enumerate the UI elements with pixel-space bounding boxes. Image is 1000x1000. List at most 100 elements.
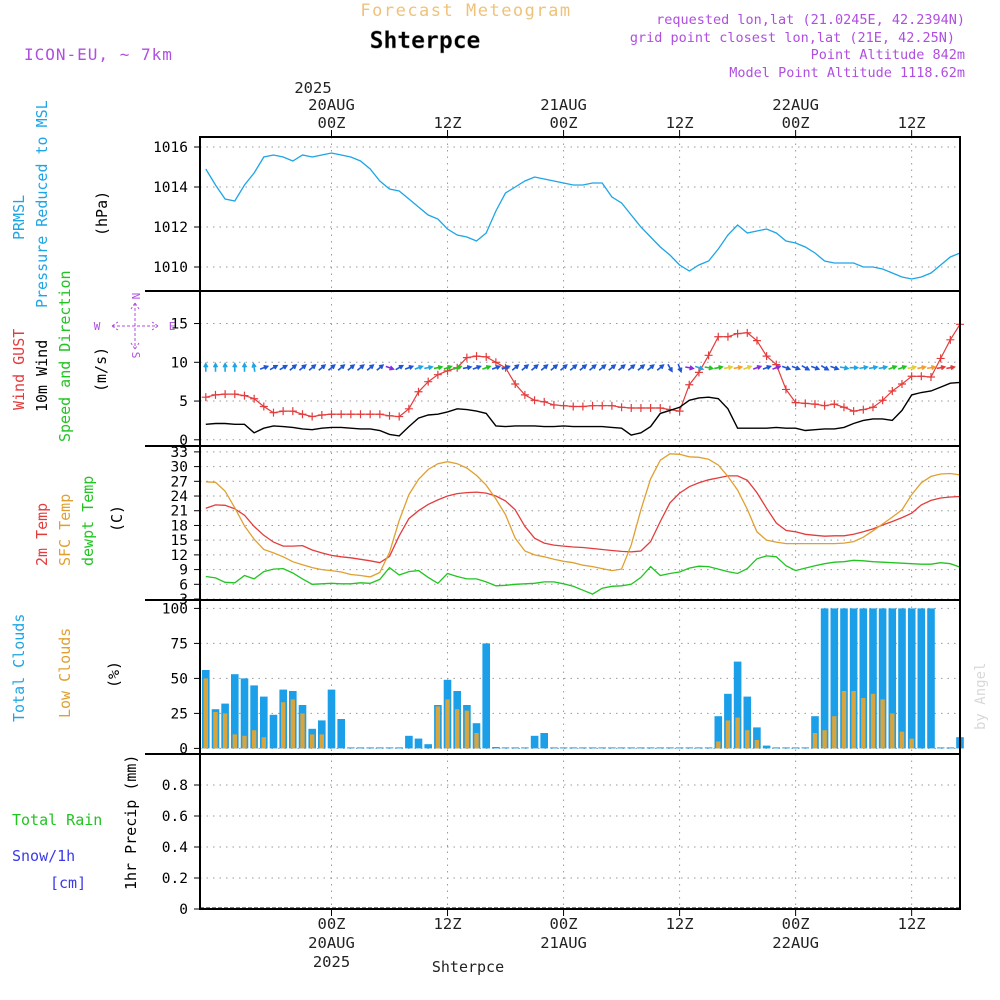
wind-direction-arrow	[897, 365, 908, 370]
wind-direction-arrow	[232, 362, 238, 372]
low-cloud-bar	[812, 733, 818, 749]
clouds-panel: 0 25 50 75 100	[162, 599, 964, 757]
top-time-label: 00Z	[782, 114, 810, 132]
dewpt-line	[205, 555, 961, 595]
wind-direction-arrow	[772, 365, 782, 370]
precip-ytick-label: 0.2	[162, 871, 188, 887]
top-date-label: 21AUG	[540, 96, 587, 114]
low-cloud-bar	[841, 691, 847, 749]
low-cloud-bar	[232, 734, 237, 749]
total-cloud-bar	[588, 747, 597, 749]
gust-marker	[656, 404, 665, 413]
total-cloud-bar	[917, 608, 926, 749]
low-cloud-bar	[822, 730, 827, 749]
gust-marker	[810, 400, 819, 409]
wind-direction-arrow	[559, 364, 568, 371]
gust-marker	[762, 352, 771, 361]
wind-unit: (m/s)	[92, 347, 110, 392]
total-cloud-bar	[550, 747, 558, 749]
bottom-date-label: 20AUG	[308, 934, 355, 952]
pressure-line	[205, 152, 961, 280]
top-date-label: 20AUG	[308, 96, 355, 114]
precip-ytick-label: 0	[179, 902, 188, 918]
total-cloud-bar	[849, 608, 858, 749]
low-cloud-bar	[899, 731, 905, 749]
total-cloud-bar	[598, 747, 606, 749]
wind-direction-arrow	[404, 365, 415, 370]
wind-panel: 0 5 10 15	[171, 290, 964, 449]
wind-ytick-label: 5	[179, 394, 188, 410]
wind-compass: N S W E	[94, 293, 176, 359]
wind-direction-arrow	[936, 365, 947, 371]
wind-direction-arrow	[579, 364, 588, 371]
clouds-ytick-label: 25	[171, 706, 188, 722]
total-cloud-bar	[385, 747, 394, 749]
low-cloud-bar	[435, 706, 441, 749]
total-cloud-bar	[898, 608, 906, 749]
wind-direction-arrow	[926, 365, 937, 371]
pressure-unit: (hPa)	[93, 191, 111, 236]
gust-marker	[327, 410, 336, 419]
pressure-ytick-label: 1014	[153, 180, 188, 196]
model-altitude: Model Point Altitude 1118.62m	[729, 65, 965, 81]
temp-label-2: SFC Temp	[56, 494, 74, 566]
total-cloud-bar	[743, 696, 752, 749]
precip-label-rain: Total Rain	[12, 811, 102, 829]
low-cloud-bar	[909, 738, 914, 749]
subtitle-text: Forecast Meteogram	[360, 1, 571, 21]
cloud-unit: (%)	[105, 661, 123, 688]
top-time-label: 00Z	[550, 114, 578, 132]
gust-marker	[337, 410, 346, 419]
wind-direction-arrow	[318, 364, 327, 371]
total-cloud-bar	[936, 747, 945, 749]
low-cloud-bar	[261, 737, 266, 749]
gust-marker	[491, 358, 500, 367]
pressure-frame	[199, 136, 961, 292]
total-cloud-bar	[695, 747, 703, 749]
gust-marker	[820, 401, 829, 410]
total-cloud-bar	[511, 747, 519, 749]
gust-marker	[540, 397, 549, 406]
gust-marker	[240, 391, 249, 400]
gust-marker	[946, 335, 955, 344]
total-cloud-bar	[366, 747, 374, 749]
low-cloud-bar	[300, 713, 305, 749]
gust-marker	[578, 402, 587, 411]
wind-direction-arrow	[646, 364, 655, 371]
cloud-labels: Total Clouds Low Clouds (%)	[10, 614, 123, 722]
total-cloud-bar	[540, 733, 548, 749]
gust-marker	[607, 401, 616, 410]
temperature-ytick-label: 6	[179, 577, 188, 593]
gust-marker	[685, 380, 694, 389]
total-cloud-bar	[878, 608, 887, 749]
wind-direction-arrow	[327, 364, 336, 371]
watermark: by Angel	[973, 663, 989, 730]
low-cloud-bar	[290, 699, 295, 749]
total-cloud-bar	[559, 747, 568, 749]
gust-marker	[259, 402, 268, 411]
gust-marker	[926, 373, 935, 382]
gust-marker	[878, 396, 887, 405]
total-cloud-bar	[888, 608, 897, 749]
wind-direction-arrow	[530, 364, 539, 371]
total-cloud-bar	[637, 747, 645, 749]
wind-direction-arrow	[356, 364, 365, 371]
temperature-ytick-label: 24	[171, 489, 189, 505]
wind-direction-arrow	[433, 365, 444, 371]
gust-marker	[472, 352, 481, 361]
wind-direction-arrow	[781, 365, 792, 371]
temperature-ytick-label: 15	[171, 533, 188, 549]
bottom-time-label: 12Z	[434, 915, 462, 933]
gust-marker	[530, 396, 539, 405]
total-cloud-bar	[627, 747, 635, 749]
precip-label-cm: [cm]	[50, 874, 86, 892]
gust-marker	[346, 410, 355, 419]
total-cloud-bar	[646, 747, 655, 749]
pressure-labels: PRMSL Pressure Reduced to MSL (hPa)	[10, 100, 111, 308]
total-cloud-bar	[830, 608, 839, 749]
wind-direction-arrow	[453, 365, 463, 370]
low-cloud-bar	[870, 693, 876, 749]
total-cloud-bar	[269, 714, 278, 749]
low-cloud-bar	[735, 717, 740, 749]
